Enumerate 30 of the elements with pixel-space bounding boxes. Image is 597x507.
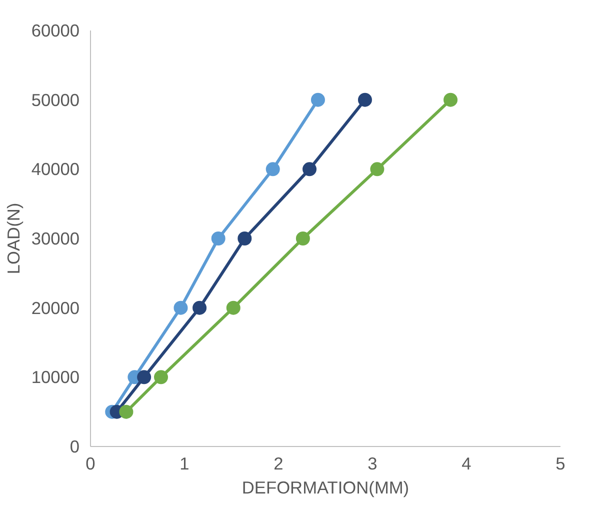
x-tick-label: 1	[180, 454, 190, 474]
point	[154, 370, 168, 384]
point	[192, 300, 207, 315]
y-tick-label: 60000	[31, 20, 80, 40]
x-tick-label: 4	[462, 454, 472, 474]
y-tick-label: 40000	[31, 159, 80, 180]
point	[174, 300, 188, 315]
x-tick-label: 2	[274, 454, 284, 474]
y-tick-label: 50000	[31, 90, 80, 110]
point	[211, 232, 226, 246]
point	[358, 92, 372, 107]
y-tick-label: 10000	[31, 367, 80, 388]
point	[302, 162, 317, 176]
x-tick-label: 0	[86, 454, 96, 474]
point	[266, 162, 280, 176]
y-tick-label: 0	[70, 436, 80, 456]
y-tick-label: 20000	[31, 298, 80, 318]
point	[444, 92, 458, 107]
x-tick-label: 5	[556, 454, 566, 474]
point	[226, 300, 240, 315]
point	[310, 92, 325, 107]
x-tick-label: 3	[368, 454, 378, 474]
point	[296, 232, 310, 246]
point	[370, 162, 384, 176]
point	[119, 404, 134, 419]
x-axis-title: DEFORMATION(MM)	[242, 478, 410, 498]
point	[238, 232, 252, 246]
point	[137, 370, 152, 384]
y-tick-label: 30000	[31, 228, 80, 248]
y-axis-title: LOAD(N)	[3, 202, 24, 274]
